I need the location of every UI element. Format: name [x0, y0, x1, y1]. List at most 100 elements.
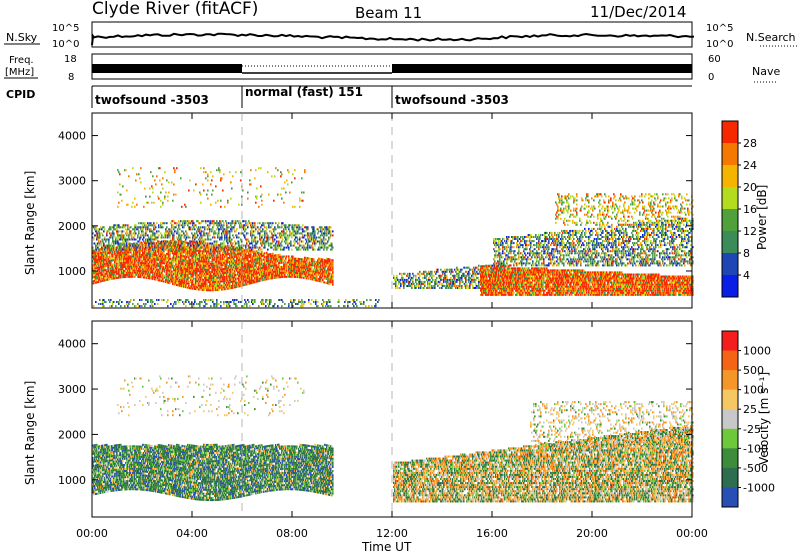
range-cell — [117, 191, 119, 194]
range-cell — [220, 305, 222, 308]
range-cell — [235, 234, 237, 237]
range-cell — [116, 236, 118, 239]
range-cell — [204, 287, 206, 290]
range-cell — [204, 289, 206, 292]
range-cell — [165, 228, 167, 231]
range-cell — [146, 262, 148, 265]
range-cell — [199, 191, 201, 194]
range-cell — [178, 274, 180, 277]
range-cell — [263, 238, 265, 241]
range-cell — [112, 253, 114, 256]
range-cell — [171, 220, 173, 223]
range-cell — [123, 230, 125, 233]
range-cell — [219, 270, 221, 273]
range-cell — [116, 248, 118, 251]
range-cell — [224, 234, 226, 237]
range-cell — [210, 246, 212, 249]
range-cell — [154, 262, 156, 265]
range-cell — [203, 244, 205, 247]
range-cell — [249, 282, 251, 285]
range-cell — [205, 246, 207, 249]
range-cell — [289, 191, 291, 194]
range-cell — [145, 262, 147, 265]
range-cell — [172, 258, 174, 261]
range-cell — [118, 274, 120, 277]
range-cell — [254, 281, 256, 284]
range-cell — [160, 279, 162, 282]
range-cell — [148, 248, 150, 251]
range-cell — [220, 205, 222, 208]
range-cell — [121, 236, 123, 239]
range-cell — [108, 264, 110, 267]
range-cell — [179, 282, 181, 285]
range-cell — [120, 252, 122, 254]
range-cell — [265, 301, 267, 303]
range-cell — [160, 199, 162, 202]
range-cell — [276, 276, 278, 279]
range-cell — [224, 251, 226, 254]
range-cell — [107, 246, 109, 249]
range-cell — [103, 269, 105, 272]
range-cell — [105, 250, 107, 253]
range-cell — [129, 301, 131, 303]
range-cell — [241, 195, 243, 198]
range-cell — [201, 264, 203, 267]
range-cell — [216, 270, 218, 273]
range-cell — [254, 260, 256, 263]
range-cell — [118, 248, 120, 251]
range-cell — [112, 232, 114, 235]
range-cell — [207, 268, 209, 271]
range-cell — [165, 244, 167, 247]
range-cell — [229, 271, 231, 274]
range-cell — [162, 177, 164, 180]
range-cell — [257, 230, 259, 233]
range-cell — [128, 244, 130, 247]
range-cell — [298, 242, 300, 245]
range-cell — [250, 253, 252, 256]
range-cell — [208, 250, 210, 253]
range-cell — [200, 254, 202, 257]
range-cell — [218, 288, 220, 291]
range-cell — [211, 242, 213, 245]
range-cell — [215, 281, 217, 283]
range-cell — [107, 276, 109, 279]
range-cell — [151, 201, 153, 204]
range-cell — [198, 264, 200, 267]
range-cell — [196, 286, 198, 289]
range-cell — [220, 177, 222, 180]
range-cell — [238, 301, 240, 303]
range-cell — [280, 232, 282, 235]
range-cell — [288, 226, 290, 229]
range-cell — [277, 169, 279, 172]
range-cell — [266, 242, 268, 245]
range-cell — [183, 265, 185, 268]
range-cell — [107, 272, 109, 275]
range-cell — [180, 285, 182, 287]
range-cell — [111, 305, 113, 308]
range-cell — [136, 255, 138, 258]
range-cell — [125, 238, 127, 241]
range-cell — [225, 267, 227, 270]
range-cell — [230, 264, 232, 267]
range-cell — [243, 280, 245, 283]
range-cell — [149, 246, 151, 249]
range-cell — [102, 238, 104, 241]
range-cell — [191, 254, 193, 257]
freq-left-tick-bottom: 8 — [68, 72, 74, 83]
range-cell — [222, 189, 224, 192]
range-cell — [130, 273, 132, 276]
range-cell — [117, 240, 119, 243]
range-cell — [154, 238, 156, 241]
range-cell — [205, 250, 207, 253]
range-cell — [115, 258, 117, 261]
range-cell — [102, 261, 104, 264]
range-cell — [102, 234, 104, 237]
range-cell — [240, 266, 242, 269]
range-cell — [120, 260, 122, 263]
range-cell — [177, 272, 179, 274]
range-cell — [104, 246, 106, 249]
range-cell — [102, 265, 104, 268]
range-cell — [209, 254, 211, 257]
range-cell — [224, 267, 226, 270]
range-cell — [212, 246, 214, 249]
